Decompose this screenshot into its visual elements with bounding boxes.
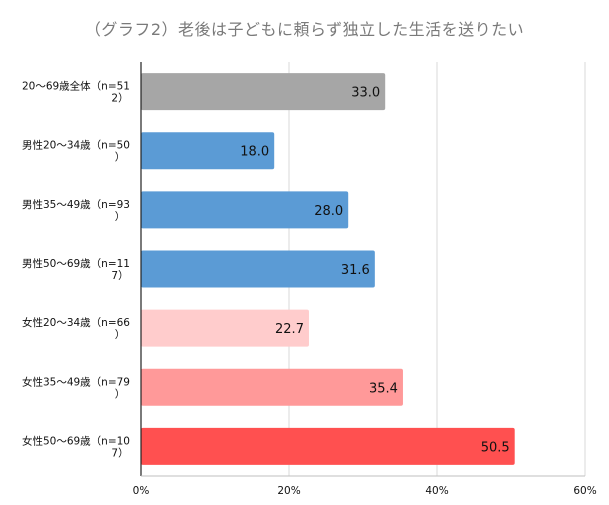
data-label: 22.7 — [275, 322, 304, 337]
data-label: 50.5 — [481, 440, 510, 455]
category-label: 男性20〜34歳（n=50） — [22, 139, 130, 164]
data-label: 28.0 — [314, 204, 343, 219]
category-label: 女性35〜49歳（n=79） — [22, 375, 130, 400]
category-label: 女性20〜34歳（n=66） — [22, 316, 130, 341]
bar — [141, 250, 375, 288]
data-label: 33.0 — [351, 86, 380, 101]
data-label: 31.6 — [341, 263, 370, 278]
category-label: 男性50〜69歳（n=11 7） — [22, 257, 130, 282]
x-tick-label: 0% — [133, 485, 150, 497]
bar — [141, 309, 309, 347]
chart-title: （グラフ2）老後は子どもに頼らず独立した生活を送りたい — [84, 20, 525, 39]
x-tick-label: 60% — [573, 485, 596, 497]
data-label: 18.0 — [240, 145, 269, 160]
bar — [141, 132, 275, 170]
bar — [141, 191, 349, 229]
category-label: 20〜69歳全体（n=51 2） — [22, 80, 130, 105]
bar — [141, 427, 515, 465]
x-tick-label: 20% — [277, 485, 300, 497]
category-label: 女性50〜69歳（n=10 7） — [22, 434, 130, 459]
category-label: 男性35〜49歳（n=93） — [22, 198, 130, 223]
data-label: 35.4 — [369, 381, 398, 396]
bar — [141, 73, 386, 111]
bar — [141, 368, 403, 406]
x-tick-label: 40% — [425, 485, 448, 497]
